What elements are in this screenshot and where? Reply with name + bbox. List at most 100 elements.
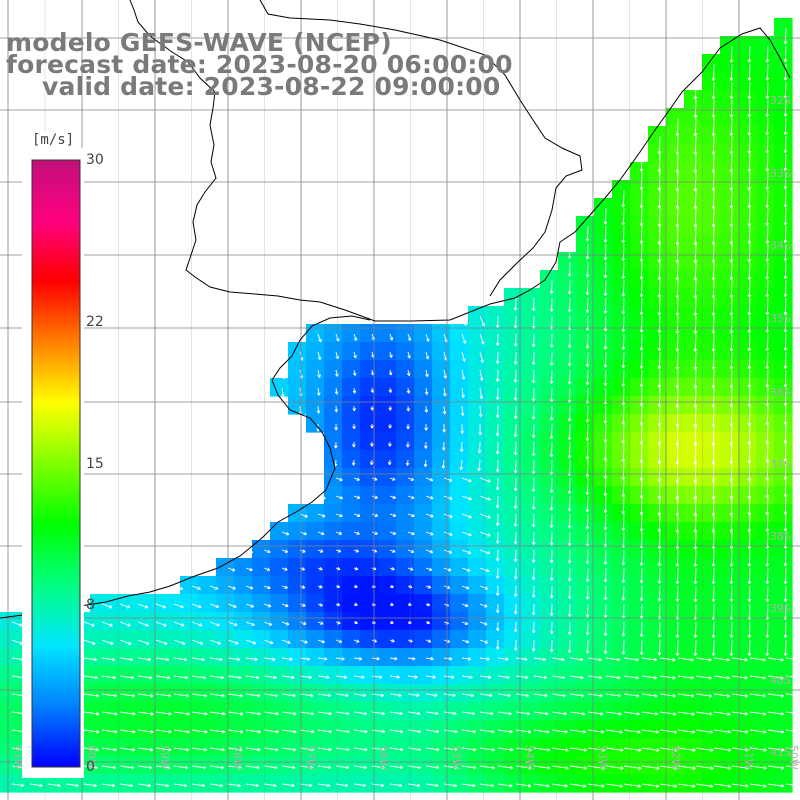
wind-arrow xyxy=(227,585,236,590)
field-cell xyxy=(360,630,379,649)
field-cell xyxy=(90,666,109,685)
field-cell xyxy=(576,522,595,541)
field-cell xyxy=(288,396,307,415)
field-cell xyxy=(756,180,775,199)
wind-arrow xyxy=(245,657,258,662)
field-cell xyxy=(612,738,631,757)
field-cell xyxy=(666,198,685,217)
field-cell xyxy=(738,540,757,559)
wind-arrow xyxy=(713,657,730,662)
field-cell xyxy=(630,558,649,577)
wind-arrow xyxy=(101,765,117,770)
wind-arrow xyxy=(83,729,100,734)
wind-arrow xyxy=(263,657,276,662)
field-cell xyxy=(252,738,271,757)
field-cell xyxy=(342,684,361,703)
wind-arrow xyxy=(731,693,748,698)
field-cell xyxy=(432,486,451,505)
field-cell xyxy=(594,702,613,721)
field-cell xyxy=(558,648,577,667)
field-cell xyxy=(288,774,307,793)
colorbar-tick-label: 30 xyxy=(86,152,104,168)
field-cell xyxy=(378,666,397,685)
field-cell xyxy=(576,360,595,379)
wind-arrow xyxy=(747,621,752,638)
field-cell xyxy=(414,540,433,559)
longitude-label: 55W xyxy=(450,745,463,770)
field-cell xyxy=(756,756,775,775)
field-cell xyxy=(720,558,739,577)
field-cell xyxy=(720,468,739,487)
field-cell xyxy=(414,504,433,523)
wind-arrow xyxy=(389,620,394,625)
wind-arrow xyxy=(191,621,203,627)
field-cell xyxy=(72,774,91,793)
wind-arrow xyxy=(731,729,749,734)
field-cell xyxy=(162,684,181,703)
field-cell xyxy=(522,522,541,541)
field-cell xyxy=(648,666,667,685)
wind-arrow xyxy=(695,729,713,734)
wind-arrow xyxy=(657,333,662,352)
field-cell xyxy=(774,126,793,145)
field-cell xyxy=(324,684,343,703)
wind-arrow xyxy=(765,135,770,154)
field-cell xyxy=(342,504,361,523)
field-cell xyxy=(396,720,415,739)
wind-arrow xyxy=(263,603,272,608)
field-cell xyxy=(666,594,685,613)
field-cell xyxy=(504,738,523,757)
field-cell xyxy=(648,684,667,703)
wind-arrow xyxy=(227,729,244,734)
wind-arrow xyxy=(371,513,379,518)
field-cell xyxy=(648,468,667,487)
wind-arrow xyxy=(495,567,500,579)
field-cell xyxy=(612,360,631,379)
wind-arrow xyxy=(443,369,448,379)
wind-arrow xyxy=(675,549,680,567)
field-cell xyxy=(630,522,649,541)
field-cell xyxy=(702,234,721,253)
field-cell xyxy=(360,774,379,793)
field-cell xyxy=(144,630,163,649)
wind-arrow xyxy=(425,639,432,643)
wind-arrow xyxy=(747,81,752,100)
field-cell xyxy=(234,576,253,595)
field-cell xyxy=(774,54,793,73)
wind-arrow xyxy=(477,441,482,454)
field-cell xyxy=(378,360,397,379)
wind-arrow xyxy=(371,656,380,661)
field-cell xyxy=(774,756,793,775)
forecast-date: forecast date: 2023-08-20 06:00:00 xyxy=(6,50,513,79)
wind-arrow xyxy=(461,549,472,555)
field-cell xyxy=(414,738,433,757)
wind-arrow xyxy=(497,729,513,734)
wind-arrow xyxy=(353,765,367,770)
field-cell xyxy=(558,504,577,523)
field-cell xyxy=(540,306,559,325)
wind-arrow xyxy=(531,423,536,439)
field-cell xyxy=(612,414,631,433)
latitude-label: 36S xyxy=(770,386,791,399)
field-cell xyxy=(378,612,397,631)
wind-arrow xyxy=(209,603,220,609)
wind-arrow xyxy=(461,639,470,644)
wind-arrow xyxy=(388,441,392,447)
field-cell xyxy=(288,540,307,559)
wind-arrow xyxy=(711,369,716,389)
field-cell xyxy=(594,486,613,505)
field-cell xyxy=(504,324,523,343)
field-cell xyxy=(576,576,595,595)
wind-arrow xyxy=(443,513,453,518)
field-cell xyxy=(594,252,613,271)
wind-arrow xyxy=(657,351,662,370)
wind-arrow xyxy=(335,495,343,500)
wind-arrow xyxy=(659,711,677,716)
field-cell xyxy=(522,288,541,307)
field-cell xyxy=(720,648,739,667)
field-cell xyxy=(450,450,469,469)
wind-arrow xyxy=(459,441,464,452)
field-cell xyxy=(306,702,325,721)
wind-arrow xyxy=(513,567,518,580)
